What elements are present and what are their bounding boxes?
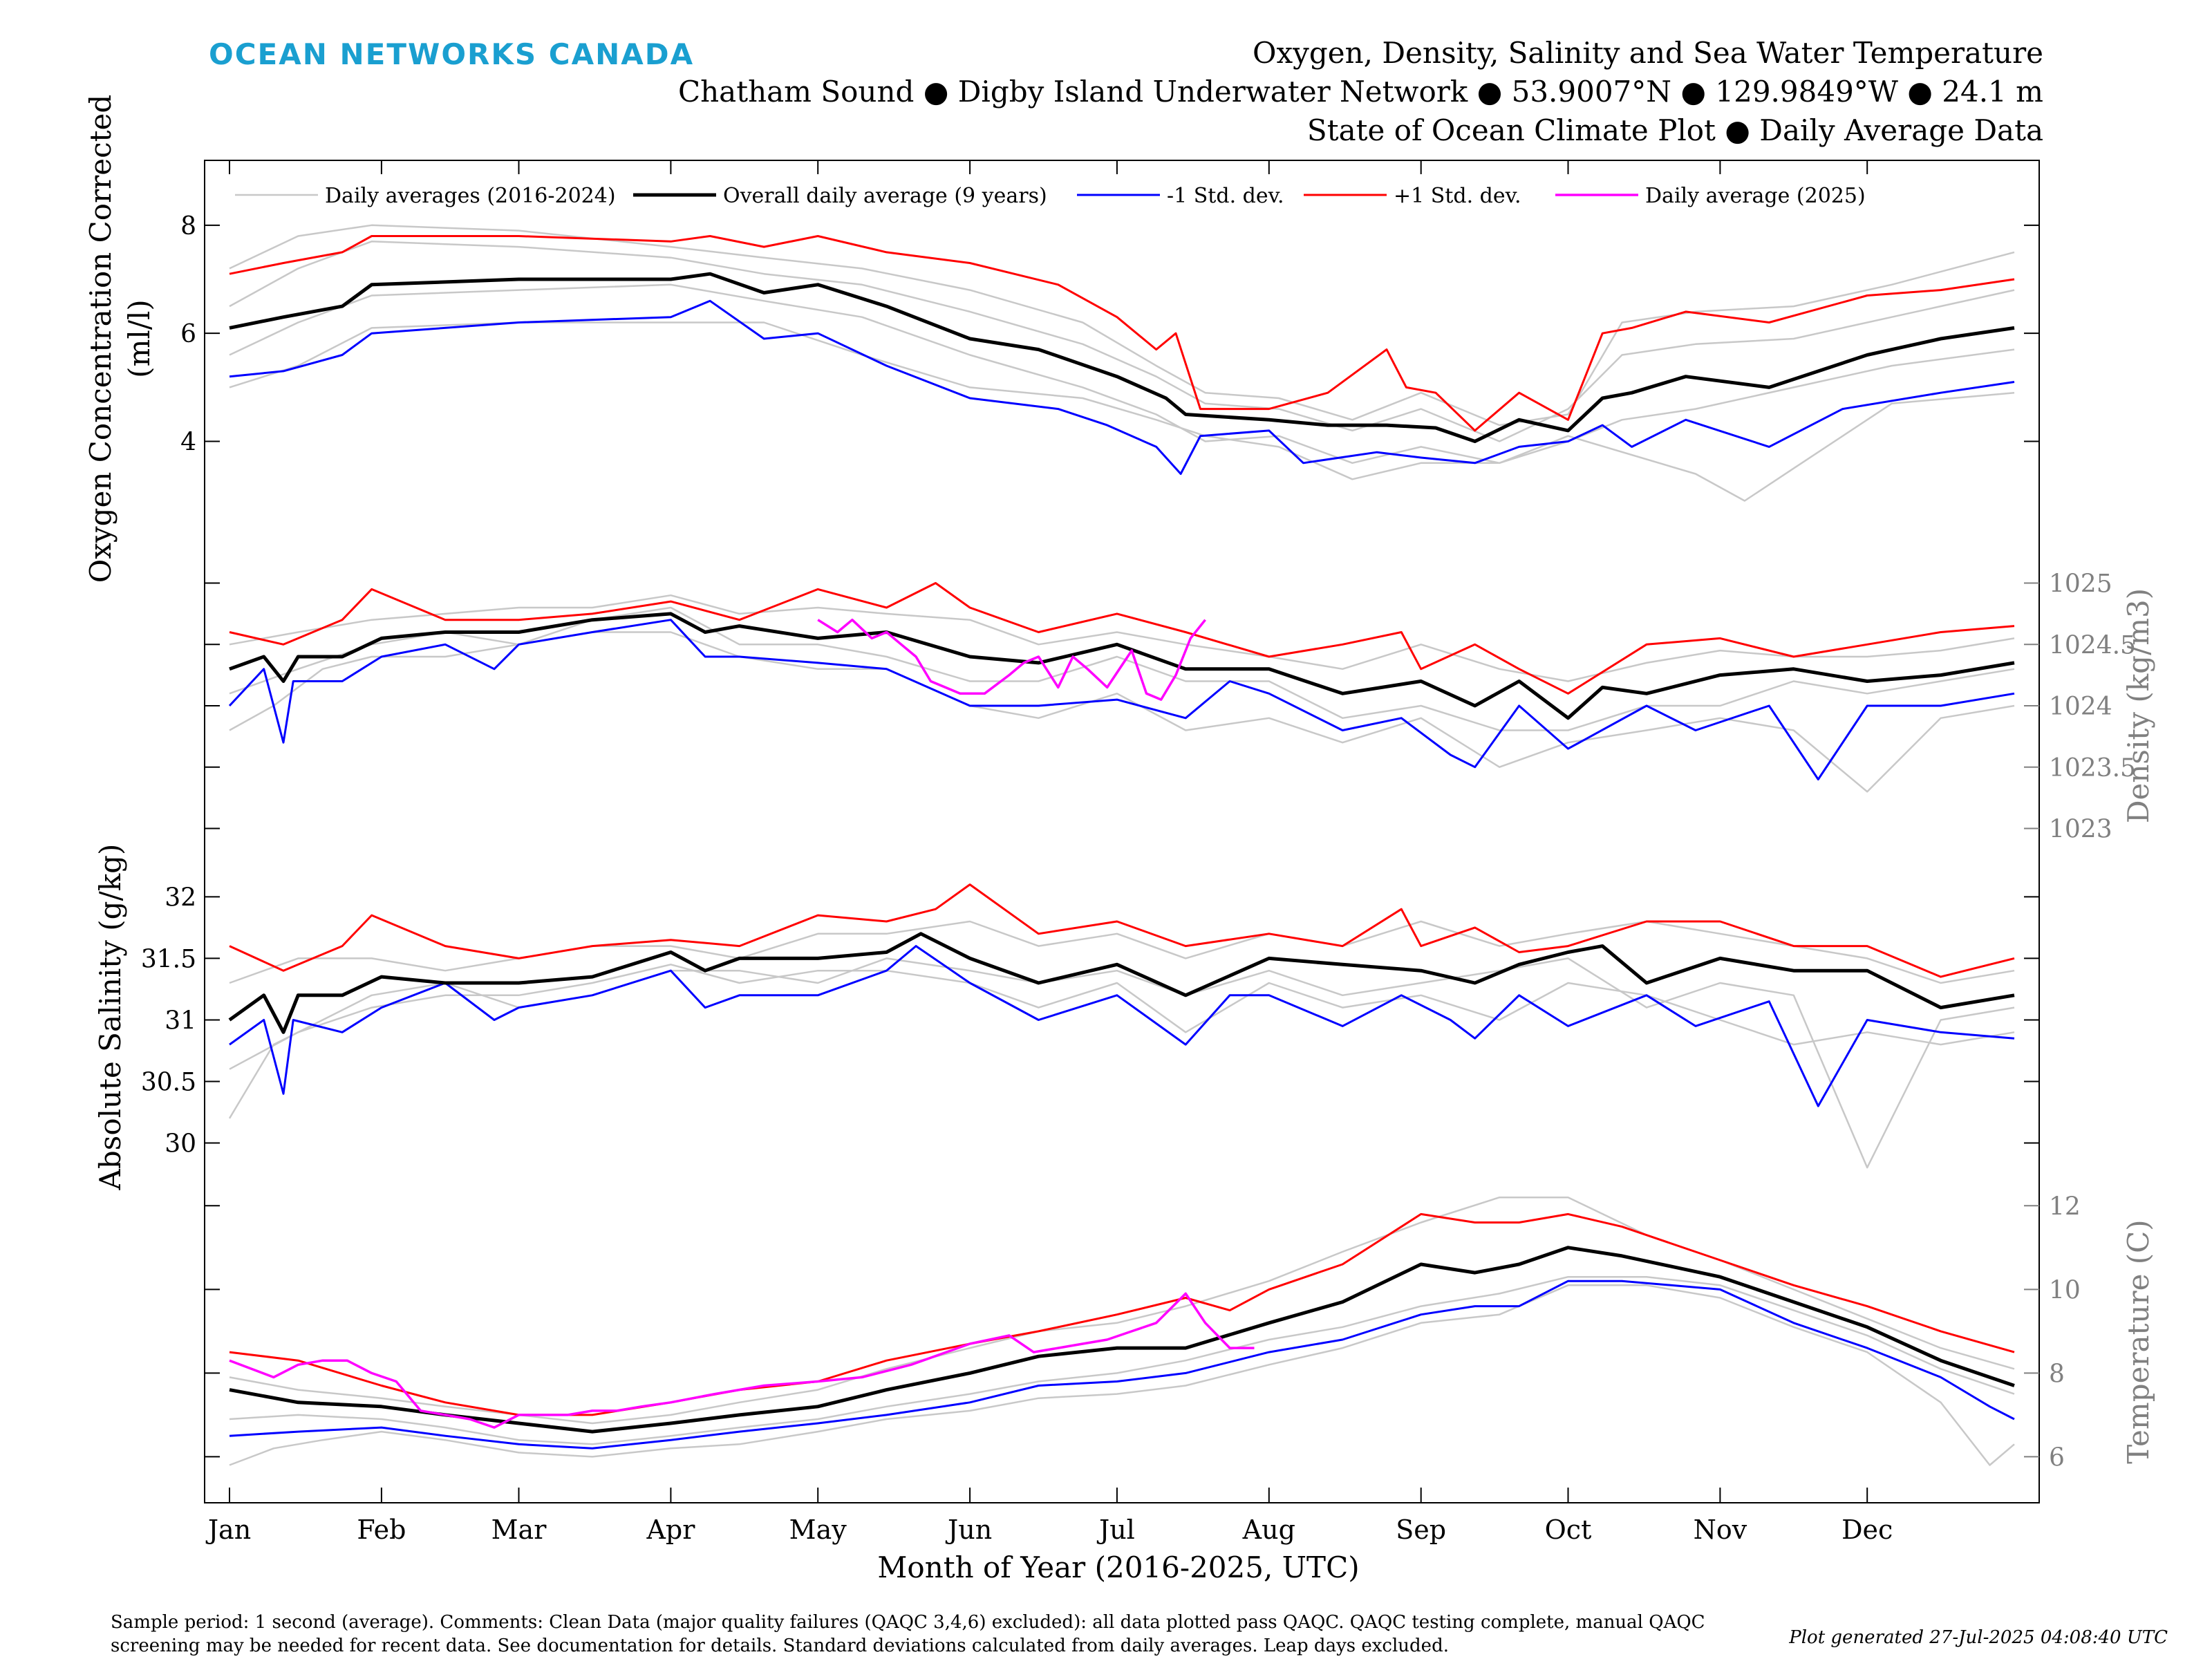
- density-history-line-2: [229, 631, 2015, 793]
- temperature-axis-label: Temperature (C): [2121, 1219, 2155, 1463]
- temperature-overall-average-line: [229, 1246, 2015, 1434]
- x-tick-label: Jul: [1096, 1515, 1135, 1545]
- temperature-ytick-label: 8: [2049, 1360, 2065, 1388]
- x-tick-label: Mar: [491, 1515, 547, 1545]
- legend-entry-label: Daily averages (2016-2024): [325, 184, 616, 208]
- salinity-plus-std-line: [229, 883, 2015, 978]
- salinity-minus-std-line: [229, 945, 2015, 1107]
- density-ytick-label: 1025: [2049, 570, 2112, 599]
- salinity-ytick-label: 32: [165, 883, 196, 912]
- density-overall-average-line: [229, 612, 2015, 720]
- x-tick-label: May: [789, 1515, 847, 1545]
- oxygen-axis-label: Oxygen Concentration Corrected: [84, 95, 118, 583]
- salinity-ytick-label: 30: [165, 1130, 196, 1158]
- chart-subtitle-location: Chatham Sound ● Digby Island Underwater …: [677, 75, 2043, 109]
- temperature-ytick-label: 6: [2049, 1443, 2065, 1472]
- salinity-axis-label: Absolute Salinity (g/kg): [93, 844, 127, 1191]
- legend-entry-label: Overall daily average (9 years): [723, 184, 1047, 208]
- oxygen-history-line-1: [229, 283, 2015, 465]
- oxygen-plus-std-line: [229, 235, 2015, 432]
- density-minus-std-line: [228, 619, 2015, 780]
- chart-subtitle-type: State of Ocean Climate Plot ● Daily Aver…: [1306, 113, 2043, 147]
- plot-generated-timestamp: Plot generated 27-Jul-2025 04:08:40 UTC: [1789, 1627, 2168, 1648]
- x-tick-label: Aug: [1242, 1515, 1295, 1545]
- density-ytick-label: 1024.5: [2049, 631, 2136, 659]
- x-tick-label: Apr: [646, 1515, 695, 1545]
- density-history-line-1: [229, 594, 2015, 682]
- oxygen-minus-std-line: [229, 299, 2015, 475]
- oxygen-ytick-label: 4: [180, 429, 196, 457]
- salinity-overall-average-line: [228, 932, 2015, 1034]
- salinity-ytick-label: 30.5: [141, 1068, 196, 1096]
- oxygen-overall-average-line: [229, 272, 2015, 443]
- density-ytick-label: 1023: [2049, 816, 2112, 844]
- x-tick-label: Dec: [1841, 1515, 1893, 1545]
- oxygen-history-line-2: [229, 224, 2015, 427]
- temperature-current-year-line: [229, 1292, 1255, 1429]
- density-ytick-label: 1024: [2049, 693, 2112, 721]
- legend-entry-label: +1 Std. dev.: [1394, 184, 1521, 208]
- temperature-plus-std-line: [229, 1212, 2015, 1416]
- temperature-ytick-label: 12: [2049, 1192, 2081, 1221]
- chart-title: Oxygen, Density, Salinity and Sea Water …: [1253, 36, 2043, 70]
- x-axis-label: Month of Year (2016-2025, UTC): [877, 1550, 1359, 1584]
- plot-frame: [204, 160, 2040, 1503]
- density-current-year-line: [817, 618, 1206, 701]
- x-tick-label: Oct: [1545, 1515, 1592, 1545]
- oxygen-ytick-label: 6: [180, 320, 196, 348]
- oxygen-history-line-3: [229, 321, 2015, 502]
- temperature-history-line-1: [229, 1275, 2015, 1445]
- temperature-ytick-label: 10: [2049, 1276, 2081, 1304]
- legend: Daily averages (2016-2024) Overall daily …: [235, 184, 1866, 208]
- x-tick-label: Jan: [205, 1515, 251, 1545]
- x-tick-label: Nov: [1694, 1515, 1747, 1545]
- legend-entry-label: -1 Std. dev.: [1167, 184, 1284, 208]
- temperature-history-line-2: [229, 1284, 2015, 1466]
- ticks-layer: 4 6 8 Oxygen Concentration Corrected (ml/l) 1…: [84, 95, 2155, 1545]
- legend-entry-label: Daily average (2025): [1645, 184, 1866, 208]
- temperature-history-line-0: [229, 1196, 2015, 1425]
- salinity-ytick-label: 31: [165, 1006, 196, 1035]
- oxygen-history-line-0: [229, 241, 2015, 442]
- x-tick-label: Feb: [357, 1515, 406, 1545]
- axes-frame: [204, 160, 2040, 1503]
- x-tick-label: Sep: [1396, 1515, 1446, 1545]
- series-layer: [228, 224, 2015, 1466]
- temperature-minus-std-line: [229, 1280, 2015, 1450]
- density-history-line-0: [229, 606, 2015, 731]
- oxygen-ytick-label: 8: [180, 212, 196, 241]
- x-tick-label: Jun: [945, 1515, 992, 1545]
- salinity-history-line-2: [228, 957, 2015, 1169]
- footnote: Sample period: 1 second (average). Comme…: [111, 1612, 1705, 1656]
- salinity-history-line-0: [229, 964, 2015, 1070]
- density-ytick-label: 1023.5: [2049, 754, 2136, 782]
- density-plus-std-line: [229, 582, 2015, 695]
- ocean-networks-canada-logo: OCEAN NETWORKS CANADA: [209, 37, 695, 71]
- salinity-ytick-label: 31.5: [141, 945, 196, 973]
- oxygen-axis-label: (ml/l): [122, 299, 156, 378]
- density-axis-label: Density (kg/m3): [2121, 588, 2155, 823]
